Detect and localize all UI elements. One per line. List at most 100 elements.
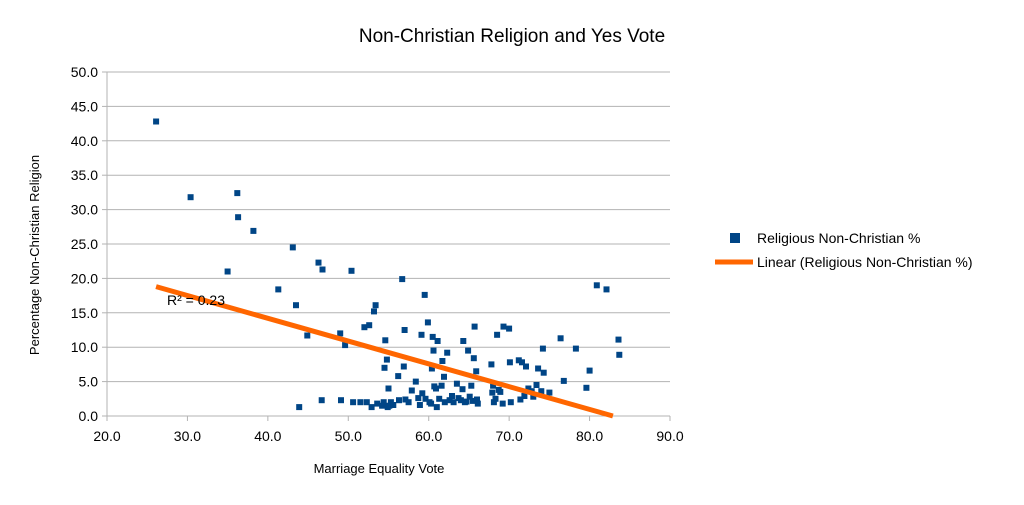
- data-point: [381, 364, 388, 371]
- data-point: [473, 368, 480, 375]
- data-point: [530, 393, 537, 400]
- data-point: [318, 397, 325, 404]
- data-point: [515, 357, 522, 364]
- data-point: [433, 385, 439, 392]
- data-point: [603, 286, 610, 293]
- data-point: [471, 323, 478, 330]
- y-tick-label: 5.0: [79, 374, 99, 390]
- data-point: [434, 338, 441, 344]
- y-tick-label: 10.0: [71, 339, 98, 355]
- data-point: [386, 402, 393, 409]
- data-point: [385, 385, 392, 392]
- data-point: [488, 361, 495, 368]
- data-point: [517, 396, 524, 403]
- y-tick-label: 45.0: [71, 98, 98, 114]
- x-tick-label: 30.0: [174, 428, 201, 444]
- data-point: [399, 276, 406, 283]
- data-point: [470, 355, 477, 362]
- data-point: [296, 404, 303, 411]
- data-point: [368, 404, 375, 411]
- y-tick-label: 25.0: [71, 236, 98, 252]
- x-tick-label: 70.0: [496, 428, 523, 444]
- data-point: [415, 395, 422, 402]
- data-point: [395, 373, 402, 380]
- r-squared-label: R² = 0.23: [167, 292, 225, 308]
- data-point: [371, 308, 377, 315]
- data-point: [374, 400, 381, 407]
- data-point: [419, 390, 426, 397]
- data-point: [357, 399, 364, 406]
- data-point: [428, 365, 435, 372]
- data-point: [400, 363, 407, 370]
- y-tick-label: 40.0: [71, 133, 98, 149]
- data-point: [546, 389, 553, 396]
- legend-marker-series: [730, 233, 740, 243]
- data-point: [428, 400, 435, 407]
- data-point: [466, 393, 473, 400]
- data-point: [583, 384, 590, 391]
- data-point: [463, 398, 470, 405]
- data-point: [490, 399, 497, 406]
- y-tick-label: 35.0: [71, 167, 98, 183]
- data-point: [379, 402, 386, 409]
- data-point: [523, 363, 529, 370]
- data-point: [187, 194, 194, 201]
- legend: Religious Non-Christian % Linear (Religi…: [715, 230, 973, 270]
- data-point: [408, 387, 415, 394]
- data-point: [533, 382, 540, 388]
- data-point: [235, 214, 242, 221]
- data-point: [615, 336, 622, 343]
- data-point: [519, 359, 525, 366]
- data-point: [453, 380, 460, 387]
- data-point: [459, 386, 466, 393]
- data-point: [289, 244, 296, 251]
- data-point: [492, 395, 499, 402]
- data-point: [421, 291, 428, 298]
- data-point: [380, 399, 387, 406]
- x-tick-label: 40.0: [254, 428, 281, 444]
- data-point: [469, 397, 476, 404]
- legend-label-series: Religious Non-Christian %: [757, 230, 920, 246]
- data-point: [429, 333, 436, 340]
- data-point: [430, 347, 437, 354]
- axes: 0.0 5.0 10.0 15.0 20.0 25.0 30.0 35.0 40.0 45.0 50…: [71, 64, 684, 444]
- data-point: [337, 330, 344, 337]
- data-point: [438, 382, 445, 389]
- data-point: [338, 397, 344, 404]
- data-point: [540, 369, 547, 376]
- data-point: [616, 351, 623, 358]
- data-point: [465, 347, 472, 354]
- data-point: [436, 395, 443, 402]
- data-point: [586, 367, 593, 374]
- data-point: [390, 402, 397, 408]
- y-tick-label: 50.0: [71, 64, 98, 80]
- x-tick-label: 50.0: [335, 428, 362, 444]
- data-point: [418, 331, 425, 338]
- data-point: [489, 389, 496, 396]
- data-point: [506, 359, 513, 366]
- x-axis-title: Marriage Equality Vote: [314, 461, 445, 476]
- gridlines: [107, 71, 670, 417]
- data-point: [422, 395, 429, 402]
- x-tick-label: 80.0: [576, 428, 603, 444]
- y-tick-label: 0.0: [79, 408, 99, 424]
- data-point: [234, 190, 241, 197]
- data-point: [494, 331, 501, 338]
- data-point: [560, 377, 567, 384]
- y-tick-label: 20.0: [71, 270, 98, 286]
- data-point: [401, 327, 408, 333]
- data-point: [293, 302, 299, 309]
- data-point: [457, 397, 464, 404]
- data-point: [572, 345, 579, 352]
- data-point: [319, 266, 326, 273]
- data-point: [348, 267, 355, 274]
- y-tick-label: 30.0: [71, 202, 98, 218]
- data-point: [224, 268, 231, 275]
- data-point: [350, 399, 357, 406]
- data-point: [361, 324, 368, 331]
- data-point: [363, 399, 370, 406]
- data-point: [304, 332, 311, 339]
